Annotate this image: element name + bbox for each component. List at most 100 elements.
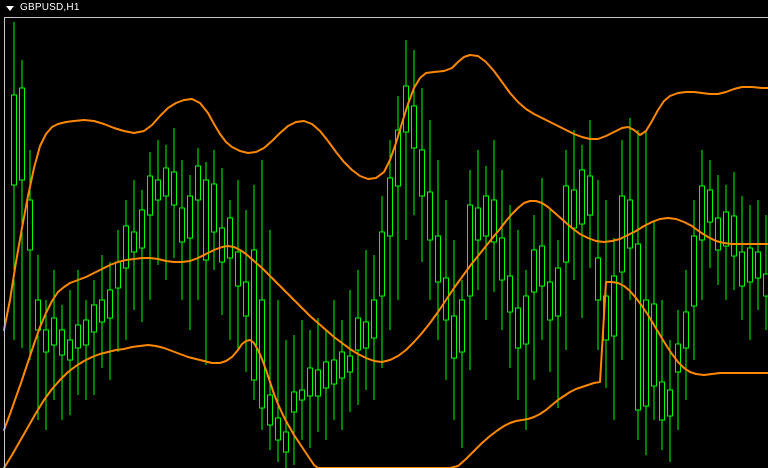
candle-body: [619, 195, 625, 273]
candle-body: [51, 317, 57, 346]
candle-body: [419, 149, 425, 197]
candle-body: [107, 289, 113, 319]
candle-body: [171, 171, 177, 206]
candle-body: [283, 431, 289, 453]
candle-body: [99, 299, 105, 323]
candle-body: [731, 215, 737, 257]
candle-body: [131, 231, 137, 253]
candle-body: [547, 281, 553, 321]
candle-body: [763, 273, 768, 297]
candle-body: [91, 304, 97, 333]
candle-body: [291, 391, 297, 413]
symbol-timeframe-label: GBPUSD,H1: [20, 2, 80, 13]
chart-border-top: [4, 17, 768, 18]
candle-body: [739, 251, 745, 287]
candle-body: [363, 321, 369, 349]
indicator-line: [3, 281, 768, 468]
candle-body: [627, 199, 633, 249]
candle-body: [595, 257, 601, 301]
candle-body: [435, 235, 441, 283]
candle-body: [371, 299, 377, 339]
bollinger-bands-series: [3, 54, 768, 468]
candle-body: [411, 105, 417, 149]
candle-body: [643, 299, 649, 407]
candle-body: [155, 179, 161, 201]
candle-body: [43, 329, 49, 353]
candle-body: [707, 189, 713, 223]
candle-body: [579, 169, 585, 225]
candle-body: [491, 199, 497, 243]
candle-body: [203, 179, 209, 261]
candle-body: [19, 87, 25, 181]
candle-body: [635, 243, 641, 411]
candle-body: [651, 303, 657, 387]
candle-body: [587, 175, 593, 216]
candle-body: [523, 295, 529, 345]
candle-body: [331, 359, 337, 385]
chart-border-left: [4, 17, 5, 468]
candle-body: [395, 129, 401, 187]
chart-plot-area[interactable]: [0, 17, 768, 468]
candle-body: [243, 281, 249, 317]
candle-body: [67, 339, 73, 361]
candle-body: [75, 324, 81, 349]
candle-body: [163, 167, 169, 197]
candle-body: [515, 307, 521, 349]
candle-body: [123, 225, 129, 269]
candle-body: [347, 355, 353, 373]
candle-body: [187, 195, 193, 239]
chart-title-bar[interactable]: GBPUSD,H1: [0, 0, 768, 16]
candle-body: [235, 251, 241, 287]
candle-body: [507, 275, 513, 313]
candle-body: [459, 299, 465, 353]
candle-body: [723, 211, 729, 247]
candle-body: [227, 217, 233, 259]
indicator-line: [3, 54, 768, 331]
candle-body: [275, 417, 281, 441]
candle-body: [467, 204, 473, 297]
chevron-down-icon[interactable]: [6, 5, 14, 11]
candle-body: [323, 361, 329, 389]
candle-body: [115, 261, 121, 289]
candle-body: [195, 165, 201, 201]
candle-body: [83, 319, 89, 346]
candle-body: [691, 235, 697, 307]
candle-body: [755, 251, 761, 279]
candle-body: [27, 199, 33, 251]
candle-body: [555, 267, 561, 317]
candle-body: [315, 369, 321, 397]
candle-body: [59, 329, 65, 356]
candle-body: [675, 343, 681, 373]
candle-body: [699, 185, 705, 241]
candle-body: [475, 207, 481, 241]
candle-body: [715, 217, 721, 251]
candle-body: [307, 367, 313, 397]
candle-body: [251, 249, 257, 381]
candle-body: [531, 249, 537, 293]
candle-body: [267, 394, 273, 426]
candle-body: [611, 275, 617, 337]
candle-body: [355, 317, 361, 351]
candle-body: [179, 207, 185, 243]
indicator-line: [3, 200, 768, 431]
candle-body: [339, 351, 345, 379]
candle-body: [499, 237, 505, 281]
candle-body: [571, 189, 577, 229]
candle-body: [11, 94, 17, 186]
candlestick-series: [11, 22, 768, 468]
candle-body: [683, 311, 689, 349]
candle-body: [387, 177, 393, 237]
candle-body: [427, 191, 433, 241]
candle-body: [147, 175, 153, 216]
candle-body: [667, 389, 673, 417]
candle-body: [299, 389, 305, 401]
candle-body: [747, 247, 753, 283]
candle-body: [483, 195, 489, 237]
candle-body: [211, 183, 217, 233]
candle-body: [659, 381, 665, 421]
candle-body: [219, 227, 225, 263]
price-chart-svg: [3, 22, 768, 468]
candle-body: [139, 209, 145, 249]
candle-body: [539, 245, 545, 287]
